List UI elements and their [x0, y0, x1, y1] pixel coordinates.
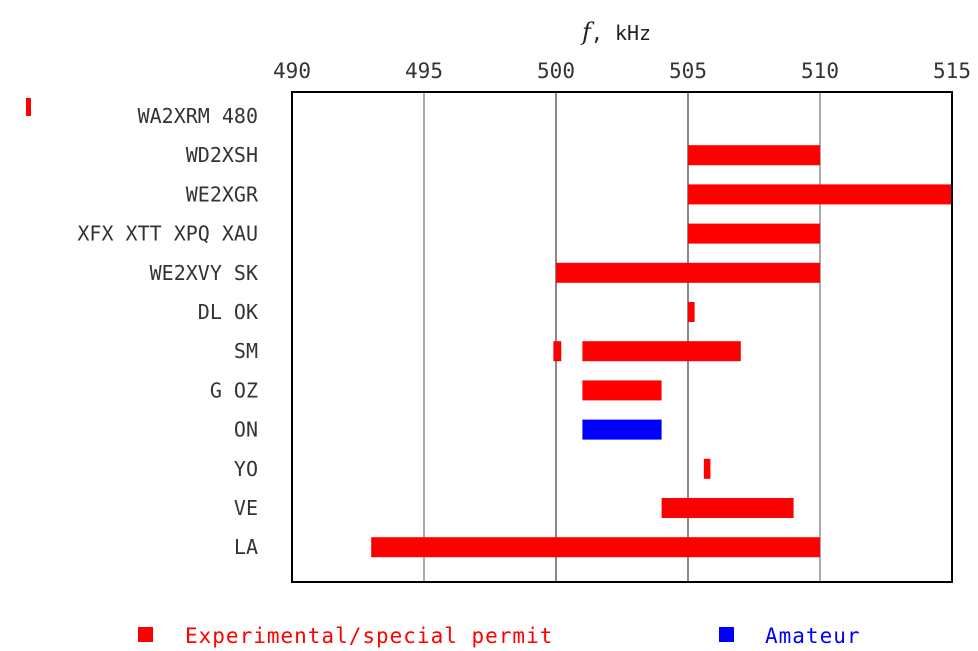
legend: Experimental/special permit Amateur — [138, 624, 861, 648]
bar-experimental-special-permit — [553, 341, 562, 362]
bar-experimental-special-permit — [688, 184, 952, 205]
bar-amateur — [582, 419, 662, 440]
bar-experimental-special-permit — [582, 341, 741, 362]
plot-frame — [291, 91, 953, 583]
category-label: WA2XRM 480 — [138, 104, 258, 128]
svg-text:f, kHz: f, kHz — [580, 18, 651, 46]
bar-experimental-special-permit — [688, 145, 820, 166]
category-label: VE — [234, 496, 258, 520]
legend-swatch — [719, 627, 734, 642]
category-labels: WA2XRM 480 WD2XSH WE2XGR XFX XTT XPQ XAU WE2… — [26, 98, 259, 559]
gridlines — [423, 92, 821, 582]
x-axis-title: f, kHz — [580, 18, 651, 46]
category-label: DL OK — [198, 300, 258, 324]
x-tick-label: 495 — [405, 59, 443, 83]
x-axis-unit: , kHz — [591, 21, 651, 45]
category-label: YO — [234, 457, 258, 481]
bar-experimental-special-permit — [688, 223, 820, 244]
legend-label: Experimental/special permit — [185, 624, 553, 648]
bar-experimental-special-permit — [371, 537, 820, 558]
bar-experimental-special-permit — [661, 498, 794, 518]
x-tick-label: 490 — [273, 59, 311, 83]
legend-label: Amateur — [765, 624, 861, 648]
category-label: G OZ — [210, 378, 258, 402]
category-label: WE2XGR — [186, 182, 259, 206]
category-label: ON — [234, 418, 258, 442]
bar-experimental-special-permit — [556, 262, 820, 283]
bars — [371, 145, 952, 558]
category-label: LA — [234, 535, 258, 559]
x-tick-label: 500 — [537, 59, 575, 83]
bar-experimental-special-permit — [688, 302, 695, 322]
x-ticks: 490 495 500 505 510 515 — [273, 59, 971, 83]
legend-swatch — [138, 627, 153, 642]
out-of-range-marker — [26, 98, 31, 116]
bar-experimental-special-permit — [582, 380, 662, 401]
x-tick-label: 510 — [801, 59, 839, 83]
category-label: WD2XSH — [186, 143, 258, 167]
x-tick-label: 515 — [933, 59, 971, 83]
category-label: SM — [234, 339, 258, 363]
bar-experimental-special-permit — [703, 458, 711, 479]
category-label: XFX XTT XPQ XAU — [77, 222, 258, 246]
category-label: WE2XVY SK — [150, 261, 258, 285]
x-tick-label: 505 — [669, 59, 707, 83]
